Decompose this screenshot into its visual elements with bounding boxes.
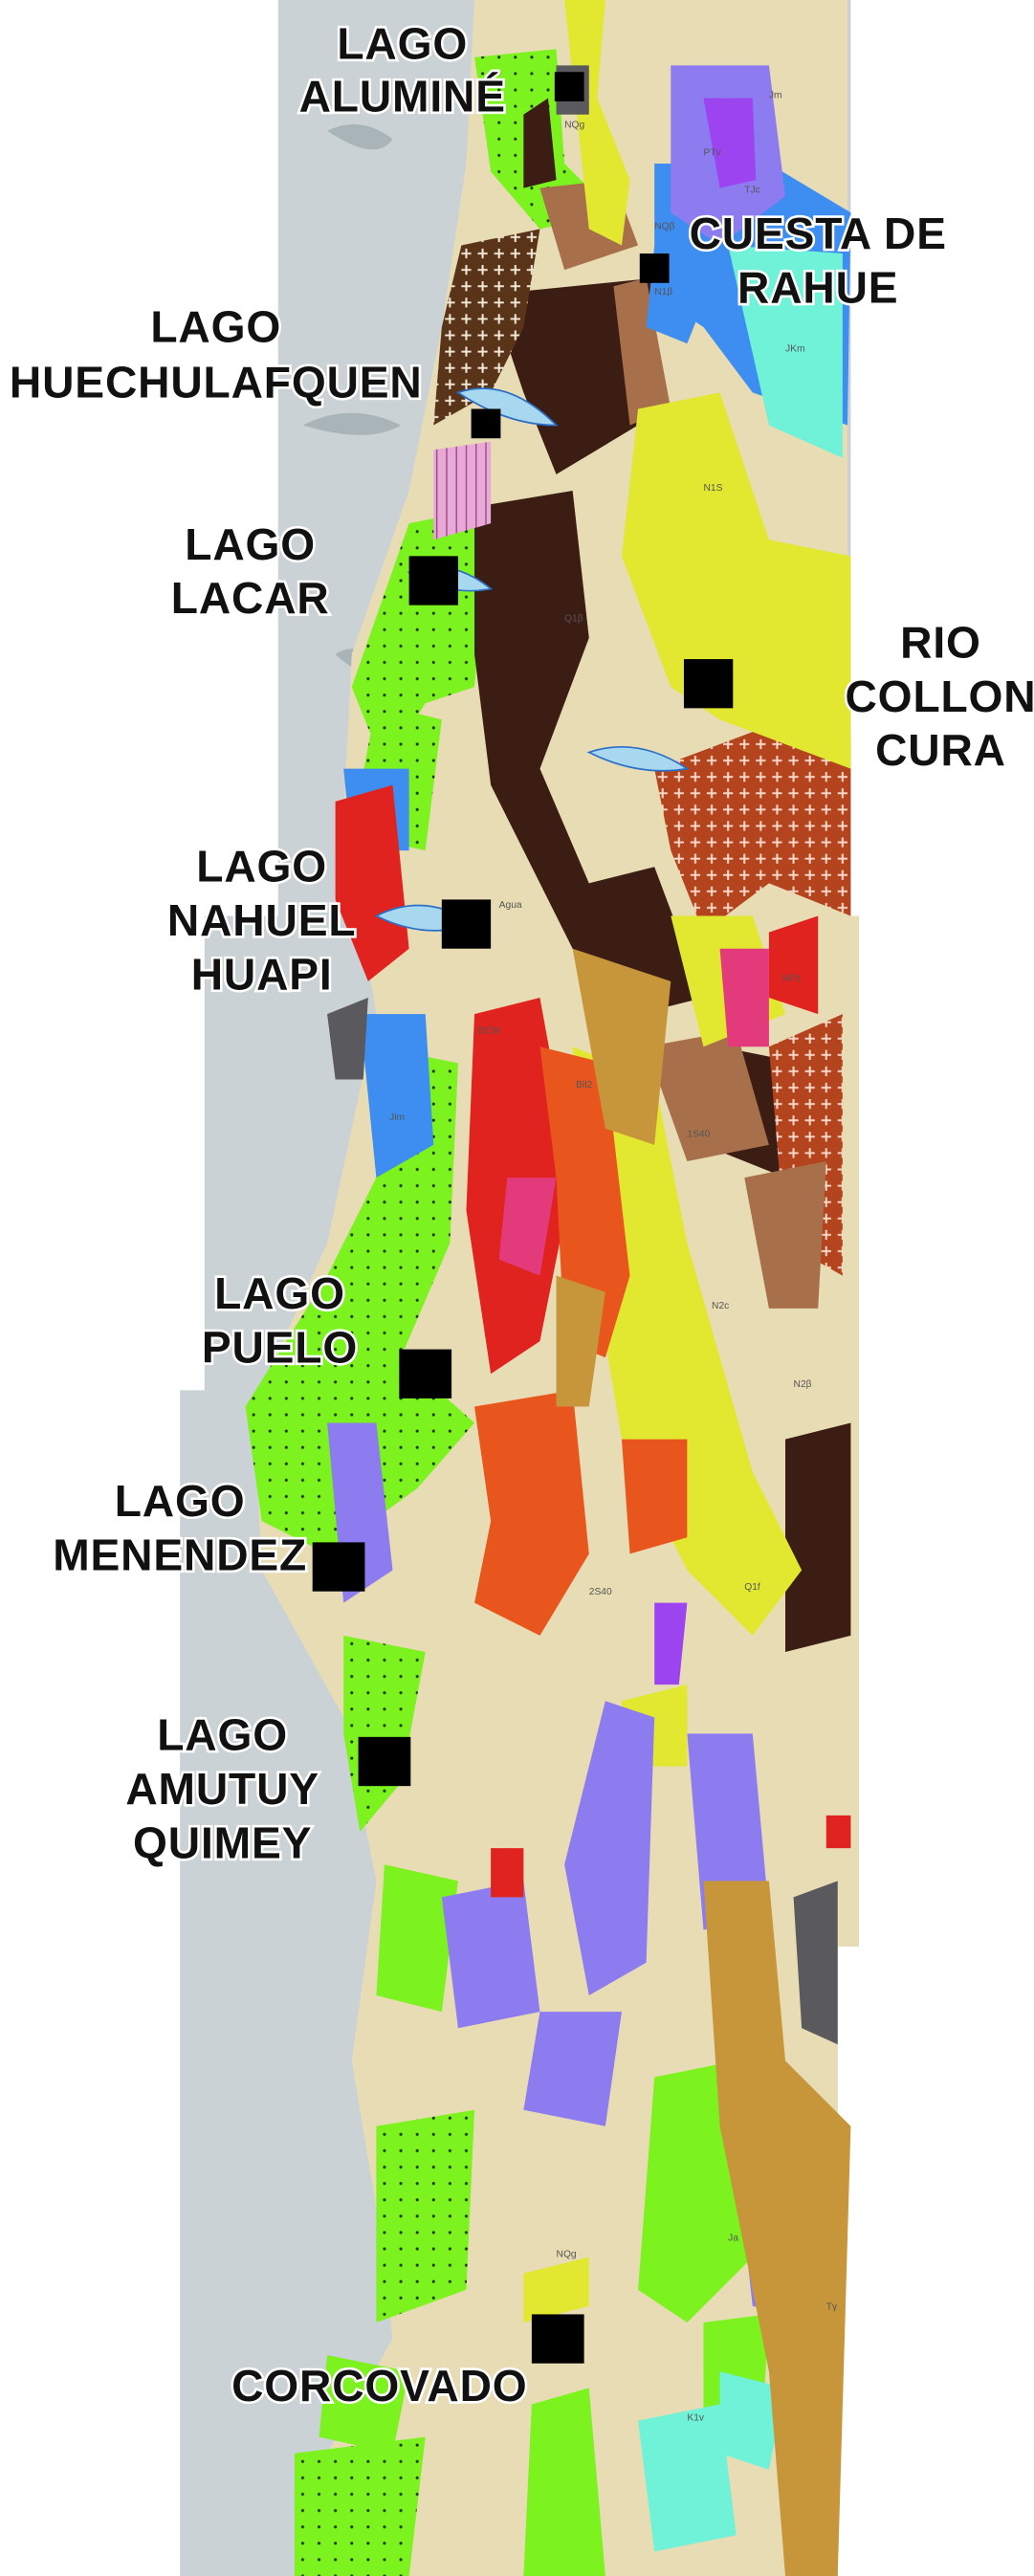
unit-label: Tγ [826, 2301, 838, 2312]
marker-rio-collon-cura [683, 659, 734, 709]
label-line: LAGO [150, 301, 281, 351]
unit-ptv [327, 65, 826, 2323]
lake-water [374, 387, 690, 932]
label-lago-lacar: LAGO LACAR [168, 517, 331, 626]
unit-label: PTv [703, 147, 721, 158]
unit-label: JKm [785, 344, 805, 355]
marker-lago-alumine [554, 72, 584, 102]
unit-label: N2β [794, 1379, 812, 1390]
unit-label: Bll2 [576, 1080, 592, 1090]
unit-label: Agua [499, 900, 522, 911]
unit-n1b [539, 180, 826, 1309]
unit-label: DCM [477, 1026, 499, 1037]
unit-label: TJc [744, 186, 760, 196]
label-lago-amutuy-quimey: LAGO AMUTUY QUIMEY [123, 1707, 321, 1870]
label-line: MENENDEZ [53, 1530, 307, 1579]
unit-label: NQβ [654, 221, 674, 231]
label-line: HUECHULAFQUEN [10, 357, 423, 407]
unit-k1v [319, 1864, 769, 2576]
label-line: LAGO [196, 842, 327, 892]
unit-red [335, 784, 851, 1898]
label-line: ALUMINÉ [299, 71, 506, 121]
label-line: CURA [875, 725, 1006, 775]
unit-label: N1S [703, 483, 722, 494]
label-line: COLLON [845, 672, 1034, 721]
label-lago-puelo: LAGO PUELO [199, 1266, 360, 1375]
marker-lago-lacar [408, 556, 458, 605]
unit-crosses-orange [654, 719, 851, 1276]
unit-label: N2c [712, 1301, 729, 1311]
label-cuesta-de-rahue: CUESTA DE RAHUE [687, 206, 949, 315]
label-line: HUAPI [191, 949, 333, 999]
unit-label: Q1f [744, 1582, 760, 1593]
marker-cuesta-de-rahue [639, 253, 670, 283]
marker-lago-nahuel-huapi [441, 899, 492, 949]
label-line: RIO [900, 617, 981, 667]
unit-label: Ja [728, 2233, 738, 2243]
label-line: PUELO [202, 1322, 358, 1372]
marker-lago-amutuy-quimey [358, 1736, 411, 1787]
label-line: LAGO [185, 519, 316, 569]
label-line: RAHUE [737, 262, 898, 312]
label-lago-menendez: LAGO MENENDEZ [51, 1473, 309, 1582]
unit-n1s [523, 0, 851, 2323]
label-corcovado: CORCOVADO [230, 2358, 530, 2412]
marker-corcovado [531, 2314, 584, 2364]
label-line: LAGO [157, 1710, 288, 1760]
label-lago-nahuel-huapi: LAGO NAHUEL HUAPI [165, 839, 358, 1002]
unit-crosses-brown [433, 229, 540, 426]
unit-label: NQg [557, 2250, 577, 2260]
unit-pink [498, 948, 769, 1276]
unit-dark-brown [474, 98, 851, 1652]
unit-label: NQg [564, 120, 584, 130]
label-line: LAGO [115, 1476, 246, 1526]
unit-label: 2S40 [589, 1587, 612, 1597]
label-line: LAGO [214, 1268, 345, 1318]
label-line: NAHUEL [167, 895, 356, 945]
label-line: QUIMEY [133, 1817, 312, 1867]
label-line: CUESTA DE [690, 209, 947, 258]
label-line: LACAR [171, 573, 330, 623]
label-lago-huechulafquen: LAGO HUECHULAFQUEN [7, 299, 424, 409]
unit-ky [245, 49, 614, 2576]
marker-lago-puelo [399, 1349, 452, 1398]
label-line: AMUTUY [125, 1764, 319, 1814]
unit-label: 1S40 [687, 1129, 710, 1139]
unit-label: Jm [769, 91, 782, 101]
label-lago-alumine: LAGO ALUMINÉ [297, 16, 508, 123]
marker-lago-menendez [312, 1542, 365, 1592]
unit-label: K1v [687, 2413, 705, 2424]
unit-label: NP1 [782, 974, 802, 984]
label-rio-collon-cura: RIO COLLON CURA [843, 615, 1034, 778]
unit-golden [556, 948, 851, 2576]
unit-label: Q1β [564, 614, 583, 625]
unit-label: N1β [654, 287, 672, 297]
label-line: LAGO [337, 19, 468, 69]
label-line: CORCOVADO [231, 2361, 527, 2411]
unit-label: Jim [389, 1112, 405, 1123]
marker-lago-huechulafquen [471, 408, 501, 439]
